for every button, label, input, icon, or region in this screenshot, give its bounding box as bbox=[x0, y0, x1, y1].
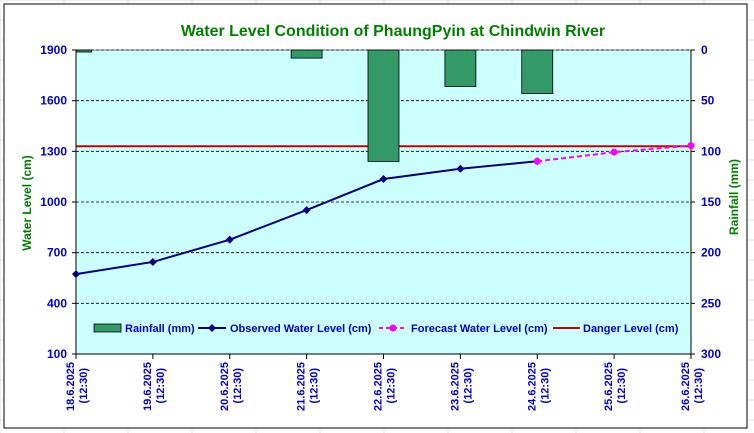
forecast-point bbox=[610, 148, 618, 156]
x-tick-date: 20.6.2025 bbox=[219, 362, 231, 411]
x-tick-date: 18.6.2025 bbox=[65, 362, 77, 411]
x-axis-tick-labels: 18.6.2025 (12:30) 19.6.2025 (12:30) 20.6.202… bbox=[65, 362, 705, 411]
x-tick-label: 20.6.2025 (12:30) bbox=[219, 362, 244, 411]
forecast-point bbox=[687, 142, 695, 150]
y-right-tick-label: 200 bbox=[701, 246, 721, 260]
x-tick-label: 19.6.2025 (12:30) bbox=[142, 362, 167, 411]
y-left-tick-label: 700 bbox=[47, 246, 67, 260]
legend-label-forecast: Forecast Water Level (cm) bbox=[411, 323, 548, 335]
legend-swatch-rainfall bbox=[93, 323, 122, 333]
x-tick-time: (12:30) bbox=[462, 368, 474, 404]
y-left-tick-label: 1600 bbox=[40, 94, 67, 108]
x-tick-label: 22.6.2025 (12:30) bbox=[373, 362, 398, 411]
x-tick-label: 26.6.2025 (12:30) bbox=[680, 362, 705, 411]
y-left-tick-label: 1900 bbox=[40, 43, 67, 57]
x-tick-date: 25.6.2025 bbox=[603, 362, 615, 411]
legend-label-rainfall: Rainfall (mm) bbox=[125, 323, 195, 335]
chart-title: Water Level Condition of PhaungPyin at C… bbox=[181, 23, 605, 40]
observed-point bbox=[148, 257, 157, 266]
axes bbox=[72, 49, 695, 359]
y-right-tick-label: 100 bbox=[701, 144, 721, 158]
x-tick-time: (12:30) bbox=[693, 368, 705, 404]
observed-point bbox=[72, 270, 80, 279]
x-tick-time: (12:30) bbox=[539, 368, 551, 404]
legend-marker-forecast bbox=[389, 324, 397, 332]
y-right-tick-label: 150 bbox=[701, 195, 721, 209]
x-tick-label: 23.6.2025 (12:30) bbox=[449, 362, 474, 411]
x-tick-date: 21.6.2025 bbox=[296, 362, 308, 411]
x-tick-time: (12:30) bbox=[232, 368, 244, 404]
x-tick-time: (12:30) bbox=[309, 368, 321, 404]
legend: Rainfall (mm) Observed Water Level (cm) … bbox=[93, 323, 679, 335]
x-tick-label: 18.6.2025 (12:30) bbox=[65, 362, 90, 411]
x-tick-time: (12:30) bbox=[155, 368, 167, 404]
gridlines bbox=[76, 49, 691, 304]
rainfall-bar bbox=[367, 49, 400, 162]
y-right-tick-label: 300 bbox=[701, 347, 721, 361]
x-tick-date: 24.6.2025 bbox=[526, 362, 538, 411]
forecast-line-path bbox=[537, 144, 692, 163]
rainfall-bar bbox=[290, 49, 323, 59]
y-left-tick-label: 400 bbox=[47, 296, 67, 310]
forecast-water-level-line bbox=[533, 142, 695, 165]
rainfall-bar bbox=[521, 49, 554, 94]
x-tick-time: (12:30) bbox=[386, 368, 398, 404]
x-tick-date: 23.6.2025 bbox=[449, 362, 461, 411]
x-tick-label: 21.6.2025 (12:30) bbox=[296, 362, 321, 411]
forecast-point bbox=[533, 157, 541, 165]
x-tick-label: 24.6.2025 (12:30) bbox=[526, 362, 551, 411]
x-tick-label: 25.6.2025 (12:30) bbox=[603, 362, 628, 411]
y-axis-left-title: Water Level (cm) bbox=[20, 155, 34, 251]
y-axis-right-title: Rainfall (mm) bbox=[727, 159, 741, 235]
observed-point bbox=[225, 235, 234, 244]
rainfall-bars bbox=[75, 49, 554, 162]
observed-point bbox=[379, 175, 388, 184]
y-left-tick-label: 1000 bbox=[40, 195, 67, 209]
x-tick-time: (12:30) bbox=[616, 368, 628, 404]
y-left-tick-label: 100 bbox=[47, 347, 67, 361]
observed-point bbox=[302, 206, 311, 215]
y-left-tick-label: 1300 bbox=[40, 144, 67, 158]
x-tick-date: 26.6.2025 bbox=[680, 362, 692, 411]
legend-marker-observed bbox=[208, 324, 216, 332]
x-tick-date: 22.6.2025 bbox=[373, 362, 385, 411]
rainfall-bar bbox=[444, 49, 477, 87]
y-right-tick-label: 250 bbox=[701, 296, 721, 310]
legend-label-observed: Observed Water Level (cm) bbox=[230, 323, 372, 335]
x-tick-time: (12:30) bbox=[78, 368, 90, 404]
legend-label-danger: Danger Level (cm) bbox=[583, 323, 679, 335]
y-right-tick-label: 0 bbox=[701, 43, 708, 57]
y-axis-left-tick-labels: 100 400 700 1000 1300 1600 1900 bbox=[40, 43, 67, 361]
y-right-tick-label: 50 bbox=[701, 94, 715, 108]
rainfall-bar bbox=[75, 49, 92, 53]
x-tick-date: 19.6.2025 bbox=[142, 362, 154, 411]
observed-point bbox=[456, 164, 465, 173]
y-axis-right-tick-labels: 0 50 100 150 200 250 300 bbox=[701, 43, 721, 361]
